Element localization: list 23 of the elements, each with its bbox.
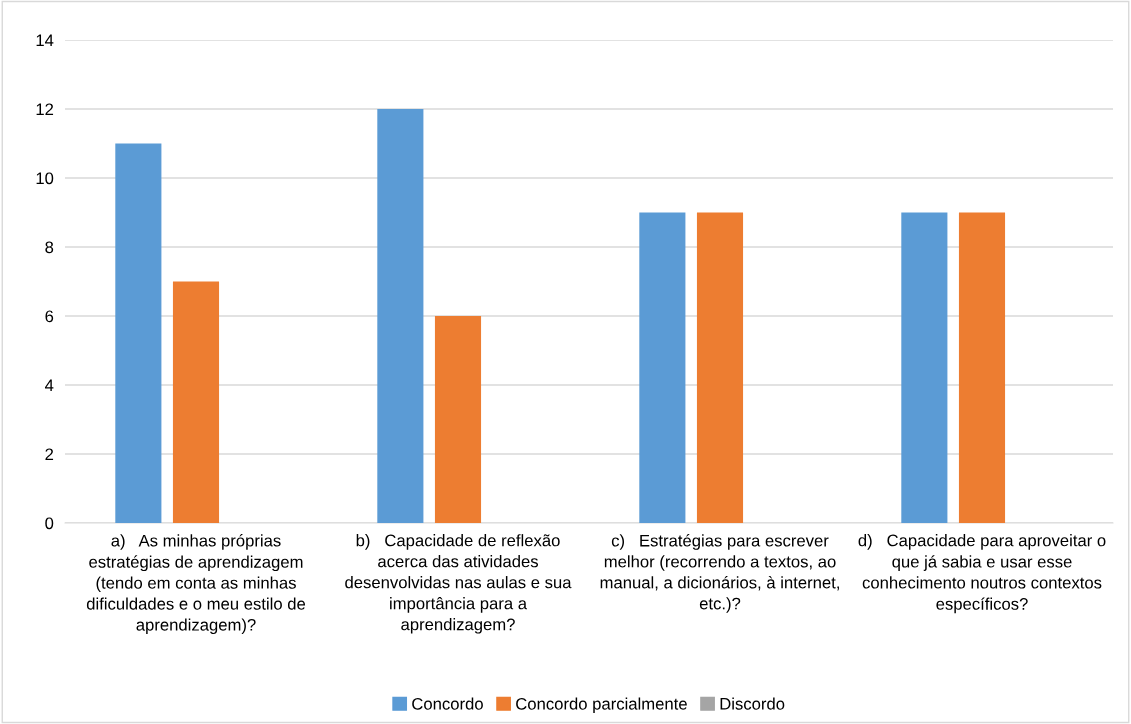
y-tick-label: 2 [45,448,54,461]
bar [901,212,948,523]
legend-label: Concordo parcialmente [516,697,687,714]
y-tick-label: 8 [45,241,54,254]
x-tick-label: d) Capacidade para aproveitar o que já sabia e usar esse conhecimento noutros contextos específicos? [858,534,1106,614]
bar [696,212,744,523]
bar [639,212,686,523]
y-tick-label: 14 [36,34,54,47]
y-tick-label: 12 [36,103,54,116]
bar [958,212,1006,523]
legend-label: Concordo [412,697,483,710]
legend-label: Discordo [720,697,785,710]
bar [172,281,220,523]
y-tick-label: 4 [45,379,54,392]
bar [434,316,482,523]
x-tick-label: c) Estratégias para escrever melhor (recorrendo a textos, ao manual, a dicionários, à internet, etc.)? [600,534,839,613]
y-tick-label: 10 [36,172,54,185]
x-tick-label: b) Capacidade de reflexão acerca das atividades desenvolvidas nas aulas e sua importância para a aprendizagem? [345,534,572,634]
y-tick-label: 0 [45,517,54,530]
bar [377,109,424,523]
bar [115,143,162,523]
y-tick-label: 6 [45,310,54,323]
x-tick-label: a) As minhas próprias estratégias de aprendizagem (tendo em conta as minhas dificuldades e o meu estilo de aprendizagem)? [86,534,306,635]
